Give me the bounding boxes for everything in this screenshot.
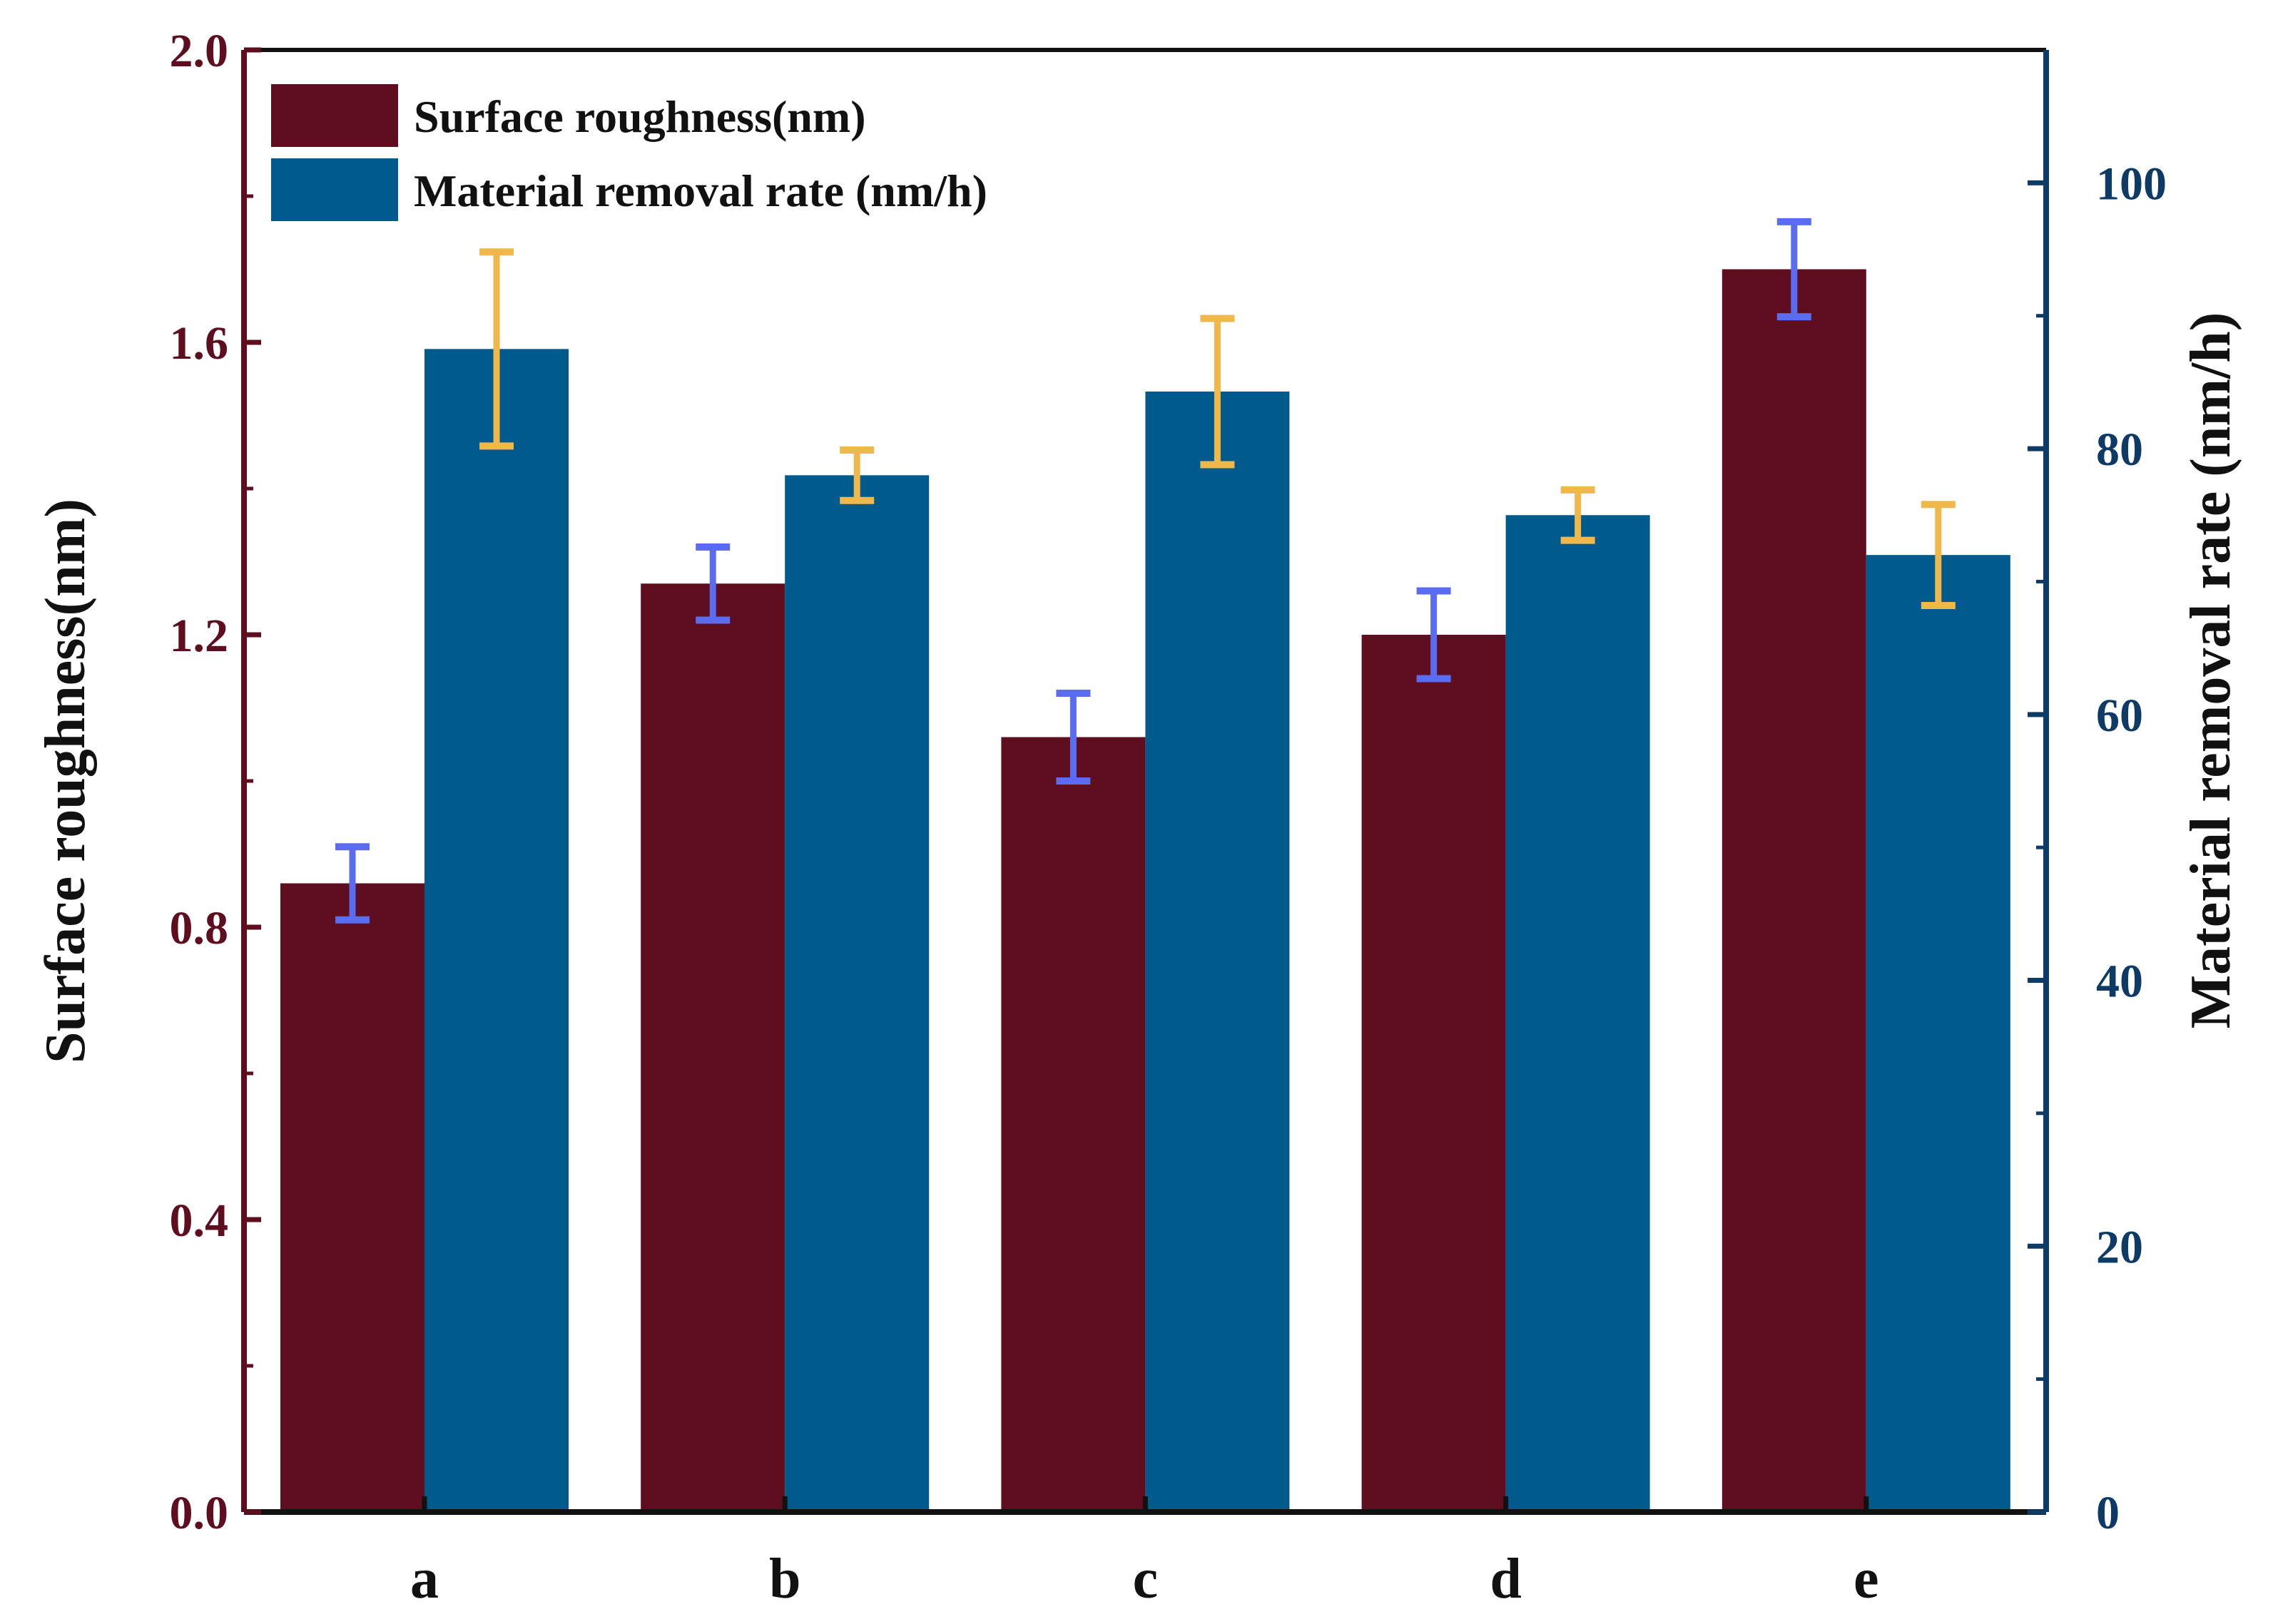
error-bar-surface-roughness-d xyxy=(1416,587,1451,683)
legend-swatch-material-removal-rate xyxy=(271,158,398,221)
error-bar-surface-roughness-c xyxy=(1056,690,1091,785)
right-y-tick-label: 100 xyxy=(2096,158,2167,210)
right-y-tick-label: 20 xyxy=(2096,1221,2143,1273)
right-y-tick-label: 0 xyxy=(2096,1487,2120,1539)
error-bar-material-removal-rate-a xyxy=(479,248,514,450)
error-bar-surface-roughness-e xyxy=(1776,218,1811,321)
right-y-tick-label: 40 xyxy=(2096,956,2143,1008)
right-y-axis-title: Material removal rate (nm/h) xyxy=(2180,312,2242,1029)
bar-material-removal-rate-e xyxy=(1866,555,2010,1512)
error-bars-layer xyxy=(335,218,1956,924)
bar-surface-roughness-e xyxy=(1722,269,1866,1512)
legend-label-surface-roughness: Surface roughness(nm) xyxy=(414,91,866,142)
left-y-tick-label: 0.4 xyxy=(170,1195,229,1247)
left-y-tick-label: 2.0 xyxy=(170,25,229,77)
legend-label-material-removal-rate: Material removal rate (nm/h) xyxy=(414,165,987,216)
bar-material-removal-rate-d xyxy=(1505,515,1650,1512)
left-y-tick-label: 1.6 xyxy=(170,317,229,369)
error-bar-material-removal-rate-d xyxy=(1560,486,1595,544)
x-category-label: b xyxy=(769,1548,801,1610)
legend: Surface roughness(nm) Material removal r… xyxy=(271,84,987,221)
x-category-label: e xyxy=(1854,1548,1879,1610)
ticks-layer xyxy=(244,47,2046,1515)
bar-surface-roughness-d xyxy=(1361,635,1506,1512)
right-y-tick-label: 80 xyxy=(2096,424,2143,476)
error-bar-material-removal-rate-b xyxy=(840,446,875,504)
x-category-label: d xyxy=(1490,1548,1522,1610)
left-y-tick-label: 0.8 xyxy=(170,902,229,954)
bars-layer xyxy=(280,269,2010,1513)
error-bar-material-removal-rate-c xyxy=(1200,315,1235,469)
left-y-axis-title: Surface roughness(nm) xyxy=(34,499,97,1063)
left-y-tick-label: 0.0 xyxy=(170,1487,229,1539)
left-y-tick-label: 1.2 xyxy=(170,610,229,662)
bar-material-removal-rate-a xyxy=(424,349,569,1513)
x-category-label: c xyxy=(1133,1548,1159,1610)
right-y-tick-label: 60 xyxy=(2096,690,2143,742)
x-category-labels: a b c d e xyxy=(410,1548,1879,1610)
x-category-label: a xyxy=(410,1548,439,1610)
error-bar-material-removal-rate-e xyxy=(1921,501,1956,609)
bar-surface-roughness-c xyxy=(1001,737,1146,1512)
bar-material-removal-rate-c xyxy=(1145,391,1290,1512)
bar-material-removal-rate-b xyxy=(785,475,930,1512)
error-bar-surface-roughness-a xyxy=(335,843,370,924)
left-y-tick-labels: 0.0 0.4 0.8 1.2 1.6 2.0 xyxy=(170,25,229,1539)
bar-surface-roughness-b xyxy=(641,583,785,1512)
legend-swatch-surface-roughness xyxy=(271,84,398,147)
bar-surface-roughness-a xyxy=(280,883,424,1512)
right-y-tick-labels: 0 20 40 60 80 100 xyxy=(2096,158,2167,1539)
error-bar-surface-roughness-b xyxy=(696,543,731,624)
